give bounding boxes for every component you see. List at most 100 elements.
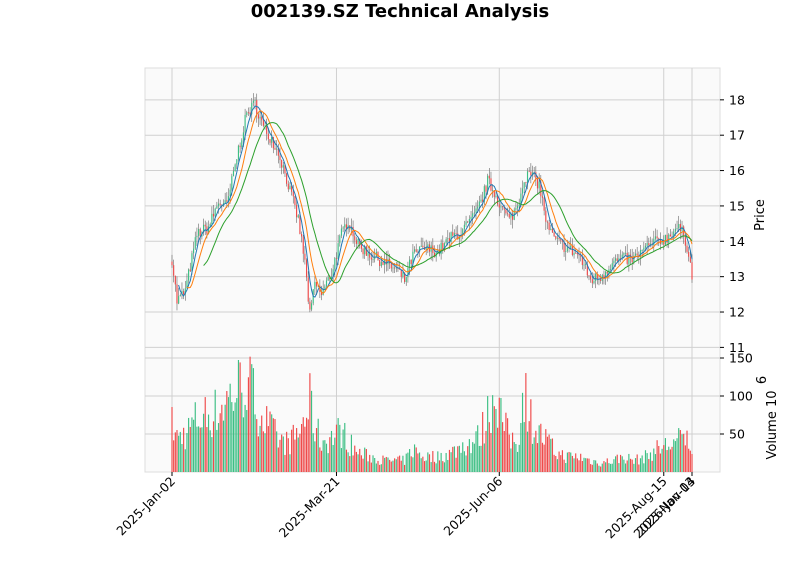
candle-body	[315, 281, 318, 287]
volume-bar	[619, 454, 622, 472]
candle-body	[194, 237, 196, 249]
volume-bar	[643, 463, 645, 472]
volume-bar	[624, 463, 627, 472]
candle-body	[344, 224, 346, 228]
volume-bar	[422, 456, 424, 472]
candle-body	[231, 176, 233, 190]
candle-body	[188, 269, 190, 281]
candle-body	[199, 229, 201, 237]
volume-bar	[438, 460, 441, 472]
candle-body	[193, 248, 195, 254]
volume-bar	[367, 461, 369, 472]
candle-body	[477, 206, 479, 209]
volume-bar	[305, 417, 308, 472]
volume-bar	[516, 451, 519, 472]
volume-tick-label: 150	[729, 351, 753, 366]
candle-body	[173, 265, 175, 276]
volume-bar	[531, 443, 534, 472]
candle-body	[447, 238, 449, 240]
volume-bar	[297, 437, 299, 472]
candle-body	[676, 227, 678, 229]
volume-bar	[206, 427, 208, 472]
volume-bar	[322, 440, 324, 472]
candle-body	[212, 213, 215, 217]
volume-bar	[392, 460, 394, 472]
volume-bar	[179, 431, 181, 472]
candle-body	[664, 234, 666, 245]
candle-body	[669, 234, 671, 237]
volume-bar	[339, 424, 341, 472]
candle-body	[623, 253, 625, 255]
candle-body	[575, 252, 577, 254]
volume-bar	[483, 443, 485, 472]
volume-bar	[563, 459, 565, 472]
volume-bar	[395, 459, 397, 472]
candle-body	[374, 256, 376, 260]
candle-body	[545, 210, 547, 222]
volume-bar	[656, 440, 658, 472]
volume-bar	[610, 463, 612, 472]
candle-body	[525, 182, 527, 184]
candle-body	[571, 245, 573, 256]
volume-bar	[335, 424, 338, 472]
price-tick-label: 13	[729, 269, 745, 284]
candle-body	[202, 224, 205, 233]
volume-bar	[241, 392, 243, 472]
candle-body	[679, 223, 681, 232]
volume-bar	[541, 442, 544, 472]
candle-body	[649, 243, 652, 246]
candle-body	[495, 195, 497, 197]
candle-body	[663, 240, 665, 245]
candle-body	[234, 164, 236, 172]
candle-body	[610, 269, 612, 271]
volume-bar	[264, 433, 266, 472]
volume-bar	[369, 454, 371, 472]
volume-bar	[319, 447, 321, 472]
candle-body	[450, 232, 452, 242]
volume-bar	[576, 458, 578, 472]
candle-body	[457, 233, 459, 240]
volume-bar	[428, 454, 431, 472]
candle-body	[189, 269, 191, 272]
volume-bar	[570, 452, 572, 472]
volume-bar	[219, 413, 221, 472]
candle-body	[688, 251, 690, 257]
candle-body	[211, 213, 213, 224]
volume-bar	[497, 427, 499, 472]
volume-bar	[372, 455, 374, 472]
candle-body	[247, 112, 250, 114]
volume-bar	[302, 417, 304, 472]
candle-body	[485, 186, 487, 192]
candle-body	[332, 269, 334, 277]
volume-bar	[307, 419, 309, 472]
volume-bar	[181, 443, 183, 472]
volume-bar	[614, 456, 617, 472]
volume-bar	[689, 450, 691, 472]
candle-body	[611, 263, 613, 270]
volume-bar	[244, 404, 246, 472]
volume-bar	[545, 429, 547, 472]
volume-bar	[470, 453, 472, 472]
volume-bar	[214, 389, 216, 472]
candle-body	[556, 237, 559, 239]
candle-body	[196, 235, 198, 238]
candle-body	[475, 208, 477, 213]
candle-body	[453, 233, 456, 236]
candle-body	[242, 132, 245, 141]
candle-body	[249, 112, 251, 115]
price-axis-label: Price	[753, 199, 768, 231]
candle-body	[317, 285, 319, 287]
volume-bar	[493, 406, 495, 472]
volume-bar	[472, 442, 474, 472]
volume-bar	[591, 464, 593, 472]
volume-bar	[301, 423, 303, 472]
volume-bar	[259, 425, 261, 472]
volume-bar	[379, 464, 381, 472]
candle-body	[581, 256, 583, 266]
candle-body	[339, 235, 341, 244]
candle-body	[498, 204, 500, 208]
volume-bar	[571, 455, 573, 472]
volume-bar	[674, 441, 676, 472]
candle-body	[415, 249, 417, 252]
volume-bar	[427, 452, 429, 472]
